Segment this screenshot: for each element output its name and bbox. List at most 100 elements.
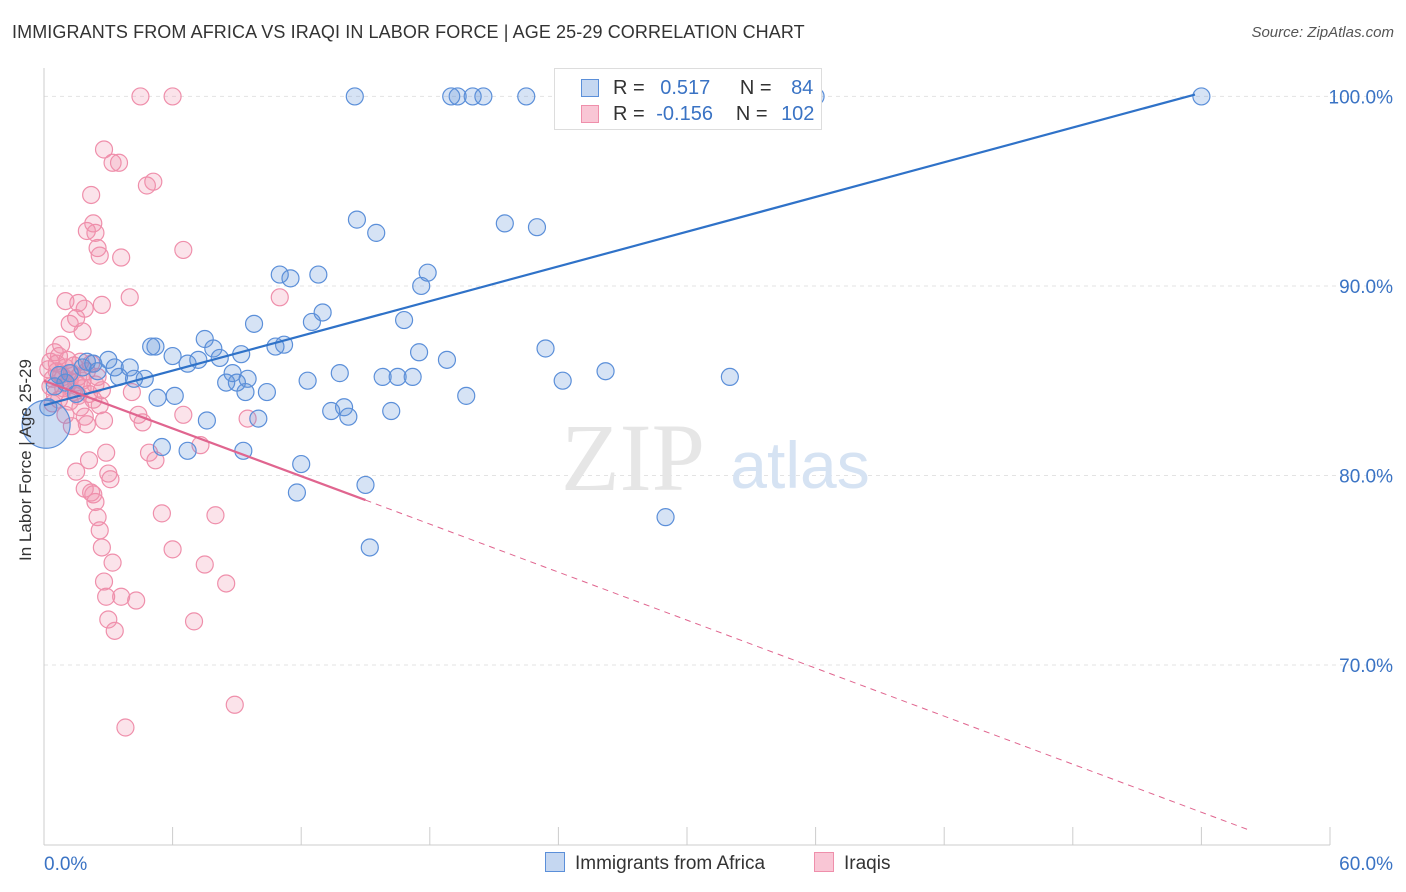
iraqi-point <box>90 521 109 540</box>
iraqi-point <box>73 322 92 341</box>
africa-point <box>298 371 317 390</box>
iraqi-trend-line <box>43 379 366 502</box>
africa-point <box>257 382 277 402</box>
iraqi-point <box>152 504 171 523</box>
iraqi-point <box>97 443 116 462</box>
africa-point-large <box>21 399 71 449</box>
iraqi-trend-extension <box>365 499 1249 831</box>
iraqi-point <box>99 610 118 629</box>
africa-point <box>339 407 358 426</box>
iraqi-point <box>79 451 99 470</box>
africa-point <box>146 337 165 356</box>
africa-point <box>437 350 457 369</box>
africa-point <box>309 265 328 284</box>
bottom-legend-swatch-iraqi <box>814 852 834 872</box>
africa-point <box>345 87 364 106</box>
africa-point <box>142 337 161 356</box>
africa-point <box>356 475 375 495</box>
africa-point <box>409 343 429 362</box>
watermark-atlas: atlas <box>730 428 869 502</box>
africa-point <box>313 303 332 322</box>
iraqi-point <box>101 470 120 489</box>
africa-point <box>88 362 107 381</box>
iraqi-point <box>67 462 86 481</box>
iraqi-point <box>109 153 129 172</box>
bottom-legend-label-iraqi: Iraqis <box>844 853 891 874</box>
iraqi-point <box>195 555 214 574</box>
y-tick-label-90: 90.0% <box>1339 277 1393 298</box>
africa-point <box>197 411 216 430</box>
iraqi-point <box>184 612 204 631</box>
iraqi-point <box>82 185 101 205</box>
iraqi-point <box>144 172 163 191</box>
iraqi-points <box>39 87 289 737</box>
stats-legend: R = 0.517 N = 84 R = -0.156 N = 102 <box>554 68 822 130</box>
y-axis-label: In Labor Force | Age 25-29 <box>16 359 35 561</box>
iraqi-point <box>90 246 109 265</box>
africa-point <box>463 87 482 106</box>
iraqi-point <box>174 240 193 260</box>
iraqi-point <box>88 508 107 527</box>
africa-point <box>448 87 467 106</box>
africa-point <box>403 367 422 387</box>
iraqi-point <box>97 587 116 606</box>
iraqi-point <box>94 140 114 159</box>
africa-point <box>120 358 139 377</box>
africa-point <box>474 87 493 106</box>
africa-point <box>373 367 392 387</box>
africa-point <box>165 386 184 405</box>
iraqi-point <box>270 288 289 307</box>
africa-point <box>553 371 572 390</box>
iraqi-point <box>88 238 107 258</box>
iraqi-point <box>62 417 81 436</box>
iraqi-point <box>86 223 105 242</box>
africa-point <box>204 339 223 358</box>
africa-point <box>388 367 407 387</box>
iraqi-point <box>174 405 193 424</box>
legend-r-label-iraqi: R = <box>613 103 645 125</box>
iraqi-point <box>238 409 257 428</box>
africa-point <box>442 87 461 106</box>
y-tick-label-80: 80.0% <box>1339 466 1393 487</box>
iraqi-point <box>217 574 236 593</box>
iraqi-point <box>122 382 141 402</box>
africa-point <box>244 314 264 333</box>
africa-point <box>1192 87 1211 106</box>
chart-title: IMMIGRANTS FROM AFRICA VS IRAQI IN LABOR… <box>12 22 805 42</box>
bottom-legend-label-africa: Immigrants from Africa <box>575 853 766 874</box>
africa-point <box>39 398 58 417</box>
iraqi-point <box>225 695 244 714</box>
source-label: Source: ZipAtlas.com <box>1251 24 1394 41</box>
africa-point <box>418 263 437 282</box>
x-tick-label-min: 0.0% <box>44 854 87 875</box>
africa-point <box>292 454 311 474</box>
africa-point <box>367 223 386 242</box>
africa-point <box>720 367 739 387</box>
iraqi-point <box>112 248 131 267</box>
africa-point <box>527 218 547 237</box>
africa-point <box>281 269 300 288</box>
tick-labels: 70.0% 80.0% 90.0% 100.0% 0.0% 60.0% <box>44 87 1393 875</box>
africa-point <box>596 362 615 381</box>
africa-point <box>217 373 236 392</box>
africa-point <box>495 214 514 233</box>
iraqi-point <box>52 335 71 354</box>
africa-point <box>148 388 167 407</box>
iraqi-point <box>84 485 103 504</box>
iraqi-point <box>116 718 135 737</box>
africa-point <box>382 401 401 421</box>
iraqi-point <box>103 153 122 172</box>
africa-point <box>457 386 476 405</box>
bottom-legend-iraqi: Iraqis <box>814 852 890 875</box>
legend-swatch-africa <box>581 79 599 97</box>
legend-n-value-africa: 84 <box>791 77 814 99</box>
iraqi-point <box>86 492 105 512</box>
africa-point <box>656 508 675 527</box>
legend-n-value-iraqi: 102 <box>781 103 815 125</box>
africa-point <box>99 350 118 369</box>
iraqi-point <box>94 572 114 591</box>
legend-swatch-iraqi <box>581 105 599 123</box>
bottom-legend-africa: Immigrants from Africa <box>545 852 765 875</box>
africa-point <box>394 310 414 330</box>
